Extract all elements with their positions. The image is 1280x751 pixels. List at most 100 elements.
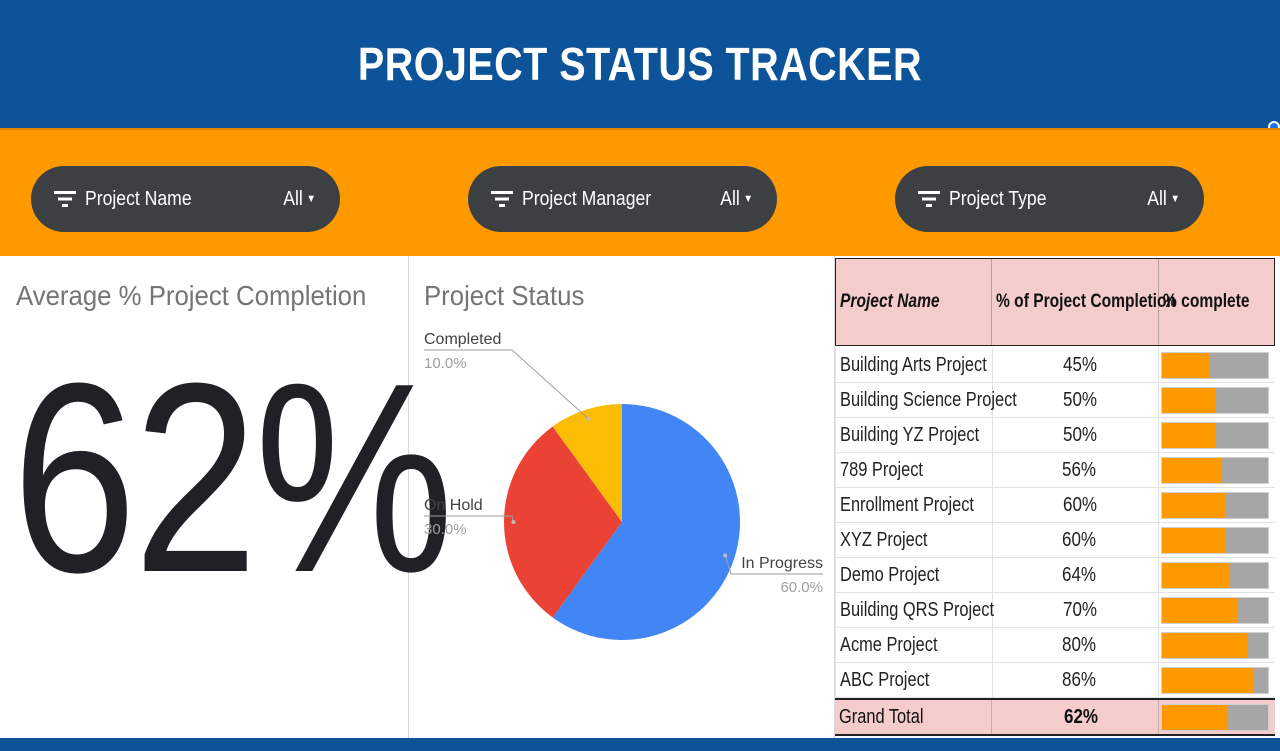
table-row[interactable]: Building YZ Project 50% — [836, 418, 1275, 453]
filter-value-dropdown[interactable]: All ▼ — [720, 188, 753, 211]
progress-bar-fill — [1162, 492, 1226, 518]
pie-percent-label: 60.0% — [780, 579, 823, 596]
pie-label: Completed — [424, 331, 501, 348]
pie-leader-dot — [511, 520, 516, 524]
progress-bar-fill — [1162, 422, 1216, 448]
progress-bar — [1161, 456, 1270, 484]
project-name-cell: 789 Project — [836, 453, 993, 487]
header-banner: PROJECT STATUS TRACKER — [0, 0, 1280, 128]
bar-cell — [1159, 558, 1275, 592]
project-name-cell: Building Arts Project — [836, 348, 993, 382]
table-row[interactable]: Enrollment Project 60% — [836, 488, 1275, 523]
filter-project-name[interactable]: Project Name All ▼ — [31, 166, 340, 232]
bar-cell — [1159, 663, 1275, 697]
dashboard-content: Average % Project Completion 62% Project… — [0, 256, 1280, 738]
table-row[interactable]: ABC Project 86% — [836, 663, 1275, 698]
project-name-cell: Building YZ Project — [836, 418, 993, 452]
filter-value-dropdown[interactable]: All ▼ — [283, 188, 316, 211]
bar-cell — [1159, 523, 1275, 557]
completion-cell: 60% — [993, 488, 1160, 522]
table-header-row: Project Name % of Project Completion % c… — [835, 258, 1275, 346]
pie-leader-line — [724, 555, 823, 575]
project-completion-table: Project Name % of Project Completion % c… — [835, 258, 1275, 736]
completion-cell: 86% — [993, 663, 1160, 697]
filter-label: Project Manager — [522, 187, 652, 210]
column-header-completion[interactable]: % of Project Completion — [992, 259, 1176, 345]
filter-label: Project Name — [85, 187, 192, 210]
footer-band — [0, 738, 1280, 751]
filter-bar: Project Name All ▼ Project Manager All ▼ P… — [0, 128, 1280, 256]
progress-bar — [1161, 631, 1270, 659]
table-row[interactable]: Demo Project 64% — [836, 558, 1275, 593]
pie-slice-completed[interactable] — [552, 404, 622, 522]
table-total-row: Grand Total 62% — [835, 698, 1275, 736]
progress-bar — [1161, 386, 1270, 414]
completion-cell: 60% — [993, 523, 1160, 557]
progress-bar — [1161, 351, 1270, 379]
pie-chart-title: Project Status — [424, 280, 585, 311]
project-name-cell: Building QRS Project — [836, 593, 994, 627]
progress-bar — [1161, 703, 1269, 731]
project-name-cell: Enrollment Project — [836, 488, 993, 522]
pie-leader-dot — [586, 416, 591, 421]
progress-bar-fill — [1162, 597, 1237, 623]
progress-bar — [1161, 666, 1270, 694]
page-title: PROJECT STATUS TRACKER — [357, 38, 923, 90]
pie-leader-line — [424, 349, 589, 420]
table-body: Building Arts Project 45% Building Science… — [835, 348, 1275, 698]
table-row[interactable]: Building Science Project 50% — [836, 383, 1275, 418]
pie-percent-label: 10.0% — [424, 355, 467, 372]
progress-bar — [1161, 491, 1270, 519]
pie-leader-dot — [723, 553, 728, 558]
caret-down-icon: ▼ — [306, 193, 316, 205]
table-row[interactable]: Acme Project 80% — [836, 628, 1275, 663]
pie-leader-line — [424, 515, 514, 523]
progress-bar — [1161, 526, 1270, 554]
progress-bar-fill — [1162, 387, 1216, 413]
completion-cell: 80% — [993, 628, 1160, 662]
table-row[interactable]: Building QRS Project 70% — [836, 593, 1275, 628]
bar-cell — [1159, 453, 1275, 487]
filter-project-manager[interactable]: Project Manager All ▼ — [468, 166, 777, 232]
kpi-title: Average % Project Completion — [16, 280, 367, 311]
project-name-cell: XYZ Project — [836, 523, 993, 557]
progress-bar-fill — [1162, 667, 1254, 693]
progress-bar-fill — [1162, 562, 1231, 588]
table-row[interactable]: 789 Project 56% — [836, 453, 1275, 488]
bar-cell — [1159, 418, 1275, 452]
project-name-cell: Building Science Project — [836, 383, 1017, 417]
filter-label: Project Type — [949, 187, 1047, 210]
filter-icon — [45, 190, 85, 208]
kpi-value: 62% — [12, 328, 454, 629]
completion-cell: 64% — [993, 558, 1160, 592]
bar-cell — [1159, 348, 1275, 382]
progress-bar — [1161, 596, 1270, 624]
filter-value: All — [283, 187, 303, 210]
table-row[interactable]: Building Arts Project 45% — [836, 348, 1275, 383]
column-header-percent-complete[interactable]: % complete — [1162, 291, 1250, 312]
progress-bar — [1161, 421, 1270, 449]
progress-bar-fill — [1162, 632, 1248, 658]
project-name-cell: ABC Project — [836, 663, 993, 697]
bar-cell — [1159, 488, 1275, 522]
caret-down-icon: ▼ — [1170, 193, 1180, 205]
panel-divider — [834, 256, 835, 738]
progress-bar — [1161, 561, 1270, 589]
panel-divider — [408, 256, 409, 738]
total-percent: 62% — [992, 700, 1159, 734]
pie-slice-in-progress[interactable] — [552, 404, 740, 640]
pie-label: On Hold — [424, 497, 483, 514]
pie-label: In Progress — [741, 555, 823, 572]
completion-cell: 50% — [993, 383, 1160, 417]
filter-project-type[interactable]: Project Type All ▼ — [895, 166, 1204, 232]
project-status-pie-chart[interactable]: In Progress 60.0% On Hold 30.0% Completed 10.… — [408, 256, 834, 738]
bar-cell — [1159, 593, 1275, 627]
table-row[interactable]: XYZ Project 60% — [836, 523, 1275, 558]
bar-cell — [1159, 628, 1275, 662]
bar-cell — [1159, 383, 1275, 417]
pie-slice-on-hold[interactable] — [504, 426, 622, 618]
column-header-project-name[interactable]: Project Name — [836, 259, 992, 345]
completion-cell: 70% — [993, 593, 1160, 627]
filter-value-dropdown[interactable]: All ▼ — [1147, 188, 1180, 211]
progress-bar-fill — [1162, 352, 1211, 378]
